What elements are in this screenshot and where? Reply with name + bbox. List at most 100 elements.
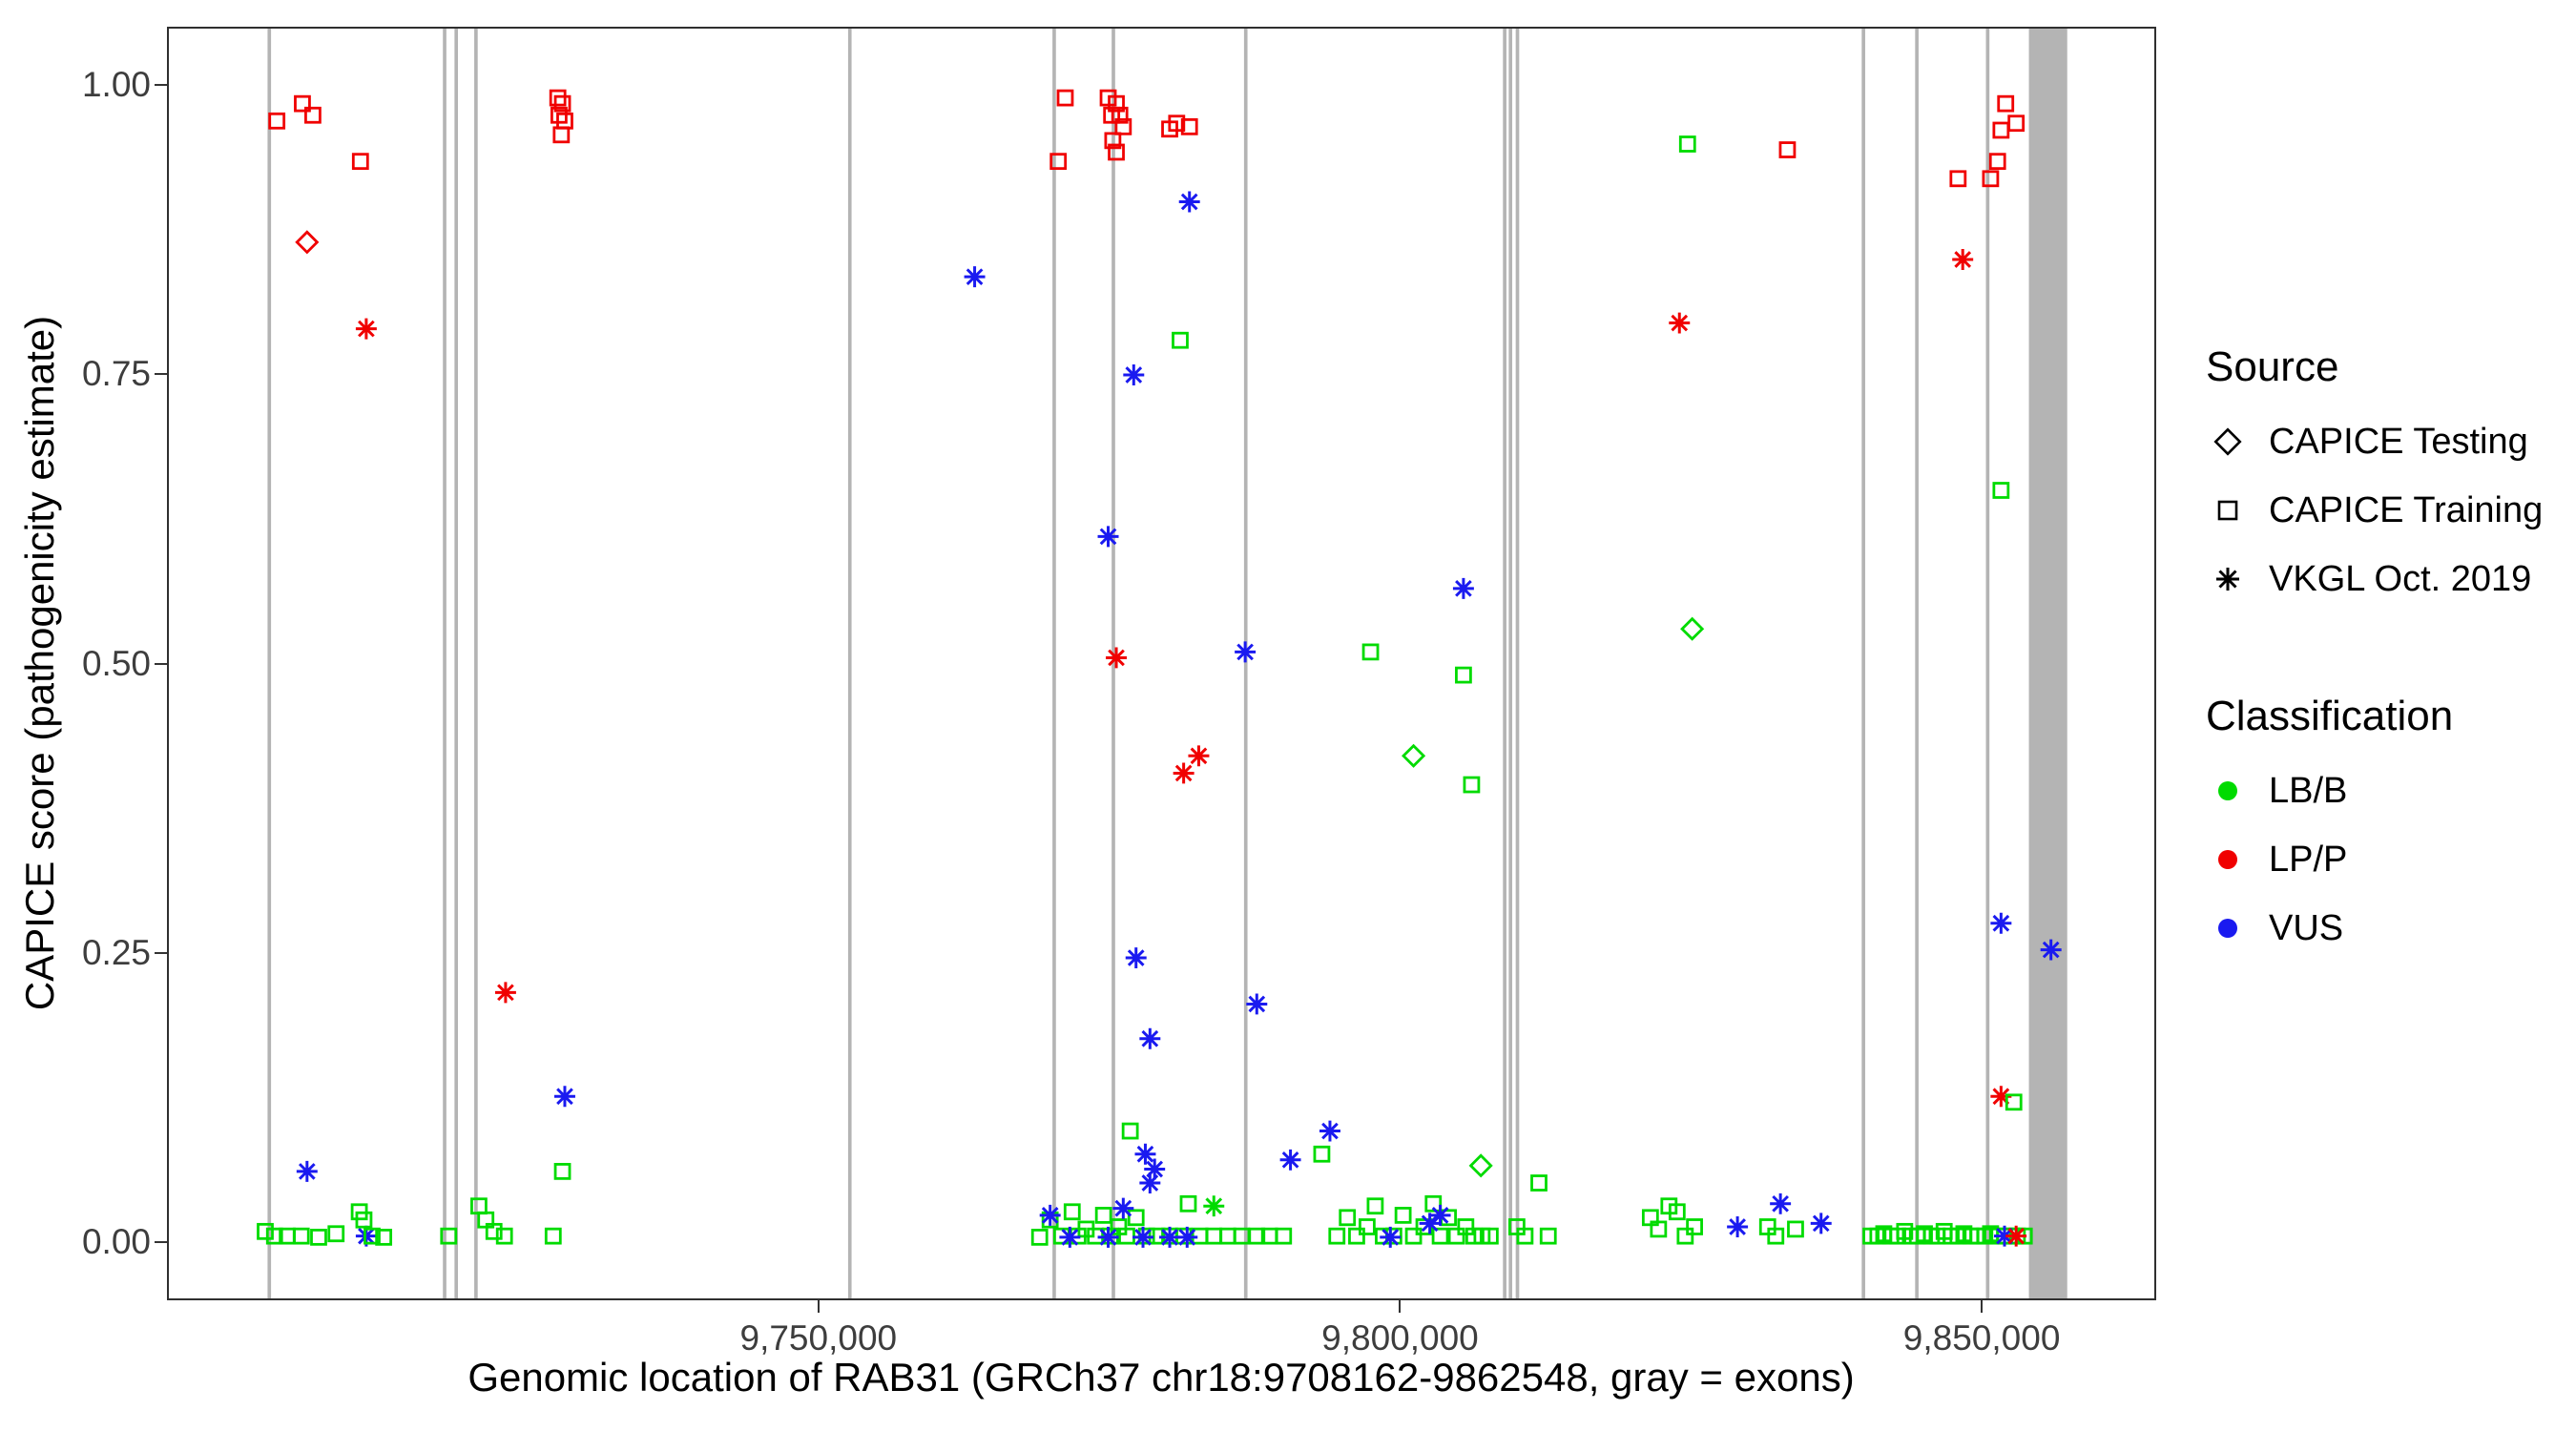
data-point-square [2005, 1093, 2023, 1111]
y-tick-label: 0.25 [81, 932, 151, 972]
data-point-square [1992, 482, 2010, 499]
data-point-asterisk [964, 266, 986, 288]
x-tick-mark [1981, 1300, 1984, 1313]
data-point-asterisk [1279, 1149, 1301, 1171]
data-point-square [1275, 1227, 1293, 1245]
y-tick-mark [155, 373, 167, 376]
data-point-square [1030, 1228, 1049, 1246]
data-point-square [1447, 1227, 1465, 1245]
data-point-square [1787, 1220, 1804, 1238]
exon-region [1052, 29, 1056, 1298]
data-point-asterisk [2005, 1225, 2027, 1247]
exon-region [267, 29, 272, 1298]
legend-source-items: CAPICE Testing CAPICE Training VKGL Oct. 2… [2206, 420, 2568, 601]
square-icon [2217, 500, 2238, 521]
data-point-square [1778, 141, 1797, 158]
data-point-asterisk [1452, 577, 1474, 599]
data-point-asterisk [1319, 1120, 1340, 1142]
data-point-asterisk [1770, 1192, 1792, 1214]
data-point-asterisk [1125, 947, 1147, 969]
data-point-square [1686, 1218, 1703, 1235]
data-point-square [1424, 1194, 1443, 1213]
legend-item: CAPICE Training [2206, 488, 2568, 532]
data-point-asterisk [1123, 364, 1145, 385]
data-point-square [268, 112, 286, 130]
data-point-square [1394, 1207, 1412, 1224]
asterisk-icon [2216, 568, 2239, 591]
exon-region [1508, 29, 1513, 1298]
data-point-square [1168, 114, 1186, 133]
data-point-square [1205, 1227, 1223, 1245]
data-point-asterisk [1810, 1213, 1832, 1234]
data-point-square [549, 89, 567, 107]
data-point-square [1111, 106, 1129, 124]
data-point-asterisk [554, 1086, 575, 1108]
exon-region [1915, 29, 1919, 1298]
data-point-square [257, 1222, 274, 1240]
data-point-square [1997, 94, 2015, 113]
data-point-asterisk [1112, 1197, 1134, 1219]
x-tick-label: 9,800,000 [1321, 1318, 1479, 1358]
y-tick-mark [155, 83, 167, 86]
data-point-asterisk [1139, 1172, 1161, 1193]
exon-region [1515, 29, 1520, 1298]
data-point-square [1361, 643, 1380, 661]
data-point-square [1348, 1227, 1365, 1245]
data-point-square [553, 94, 571, 113]
circle-icon [2218, 919, 2237, 938]
data-point-asterisk [1429, 1204, 1451, 1226]
exon-region [1243, 29, 1248, 1298]
data-point-square [1676, 1227, 1694, 1245]
data-point-asterisk [1097, 1226, 1119, 1248]
data-point-square [440, 1227, 458, 1245]
data-point-square [1063, 1203, 1081, 1221]
data-point-square [1516, 1227, 1534, 1245]
legend: Source CAPICE Testing CAPICE Training VKGL… [2206, 343, 2568, 975]
data-point-square [1218, 1227, 1236, 1245]
data-point-asterisk [2040, 939, 2062, 961]
data-point-square [327, 1225, 345, 1243]
data-point-square [551, 106, 568, 124]
legend-item-label: LP/P [2269, 839, 2348, 880]
exon-region [847, 29, 852, 1298]
x-tick-mark [817, 1300, 820, 1313]
data-point-square [265, 1227, 283, 1245]
y-tick-mark [155, 662, 167, 665]
legend-item-label: CAPICE Testing [2269, 421, 2528, 462]
legend-item: LB/B [2206, 769, 2568, 813]
square-icon [2217, 500, 2238, 521]
data-point-square [1431, 1227, 1449, 1245]
legend-item-label: VKGL Oct. 2019 [2269, 558, 2532, 599]
data-point-square [355, 1211, 373, 1229]
data-point-square [1359, 1218, 1376, 1235]
data-point-asterisk [1952, 249, 1974, 270]
data-point-square [292, 1227, 310, 1245]
data-point-diamond [1680, 616, 1705, 641]
exon-region [2028, 29, 2067, 1298]
data-point-square [310, 1228, 327, 1246]
data-point-square [556, 112, 573, 130]
data-point-asterisk [1159, 1226, 1180, 1248]
data-point-asterisk [1039, 1204, 1061, 1226]
data-point-asterisk [1727, 1216, 1749, 1237]
data-point-square [351, 153, 369, 171]
data-point-square [1172, 331, 1189, 349]
data-point-square [1949, 1227, 1967, 1245]
data-point-asterisk [1144, 1158, 1166, 1180]
exon-region [443, 29, 447, 1298]
data-point-asterisk [355, 318, 377, 340]
data-point-asterisk [1106, 647, 1128, 669]
data-point-square [1982, 170, 2000, 188]
legend-item: VKGL Oct. 2019 [2206, 557, 2568, 601]
data-point-square [470, 1197, 488, 1215]
data-point-square [1056, 89, 1074, 107]
legend-gap [2206, 626, 2568, 693]
data-point-asterisk [1188, 745, 1210, 767]
data-point-asterisk [1235, 641, 1257, 663]
x-tick-label: 9,750,000 [739, 1318, 898, 1358]
y-tick-mark [155, 951, 167, 954]
data-point-asterisk [1990, 1086, 2012, 1108]
data-point-square [294, 94, 311, 113]
data-point-square [1988, 153, 2006, 171]
circle-icon [2218, 781, 2237, 800]
